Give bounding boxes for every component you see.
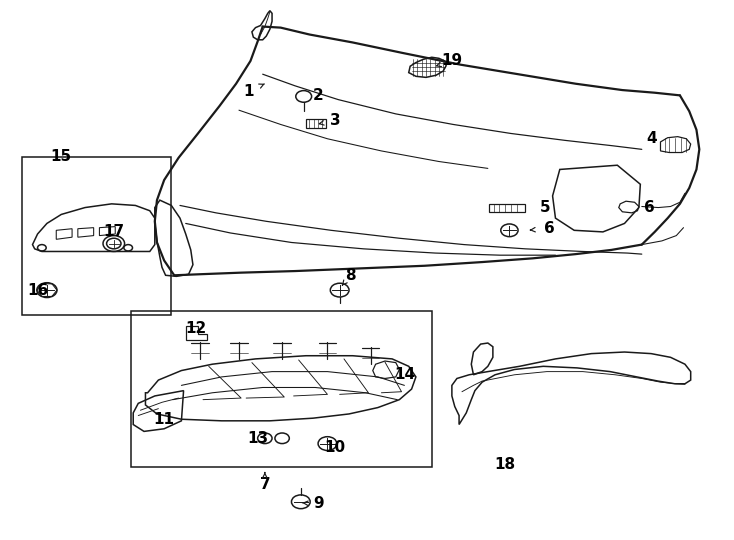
Text: 11: 11	[153, 411, 175, 427]
Text: 16: 16	[27, 282, 48, 298]
Text: 8: 8	[345, 268, 356, 283]
Text: 19: 19	[441, 53, 462, 69]
Bar	[490, 204, 526, 212]
Text: 18: 18	[495, 457, 516, 472]
Text: 14: 14	[394, 367, 415, 382]
Text: 1: 1	[243, 84, 253, 99]
Text: 17: 17	[103, 225, 124, 239]
Text: 4: 4	[647, 131, 657, 146]
Text: 6: 6	[544, 221, 554, 236]
Text: 10: 10	[324, 440, 346, 455]
Bar	[22, 157, 171, 315]
Text: 6: 6	[644, 200, 654, 215]
Text: 3: 3	[330, 113, 341, 129]
Text: 15: 15	[51, 148, 72, 164]
Text: 9: 9	[313, 496, 324, 511]
Bar	[306, 119, 326, 128]
Text: 2: 2	[313, 88, 324, 103]
Text: 13: 13	[247, 431, 268, 446]
Bar	[131, 310, 432, 467]
Text: 7: 7	[260, 477, 270, 492]
Text: 12: 12	[185, 321, 206, 336]
Text: 5: 5	[540, 200, 550, 215]
